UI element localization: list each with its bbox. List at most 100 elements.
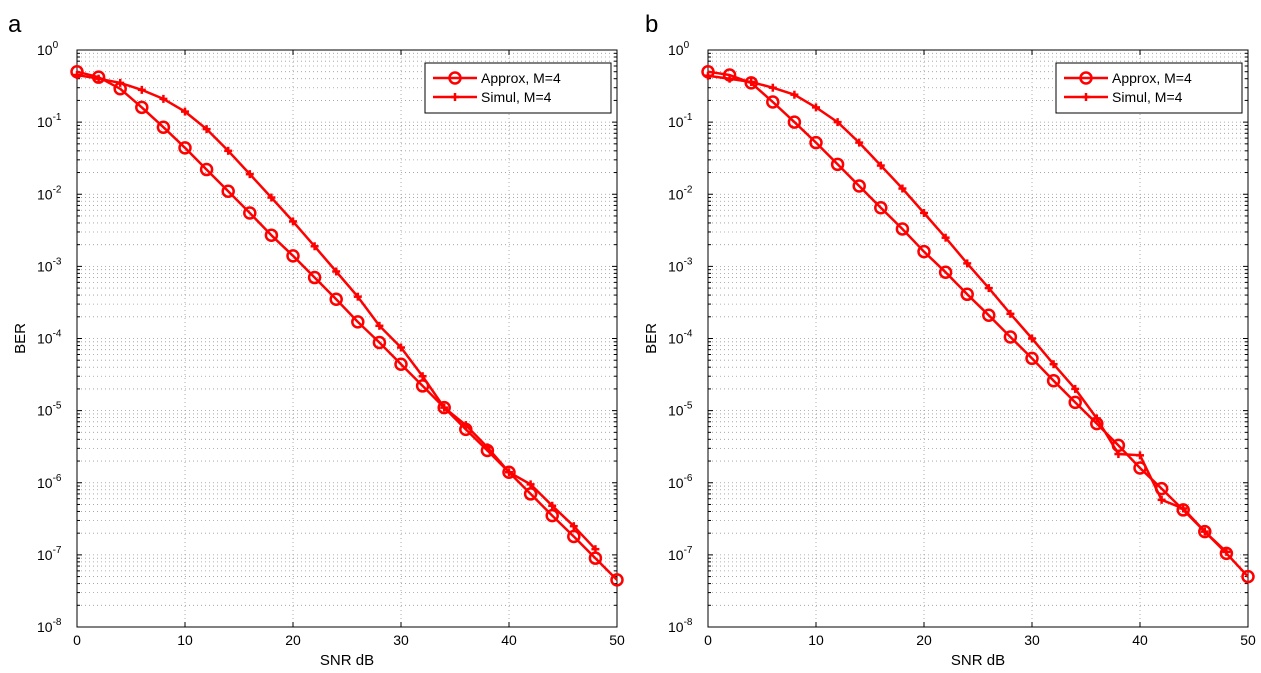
data-point-plus (591, 545, 600, 554)
y-tick-base: 10 (668, 331, 684, 347)
y-tick-base: 10 (668, 114, 684, 130)
series-plus (73, 71, 600, 554)
data-point-circle (372, 335, 387, 350)
plot-area (708, 50, 1248, 627)
data-point-plus (418, 372, 427, 381)
y-tick-exponent: -2 (684, 184, 693, 195)
data-point-plus (1222, 547, 1231, 556)
data-point-circle (809, 135, 823, 150)
data-point-plus (526, 480, 535, 489)
data-point-plus (224, 146, 233, 155)
data-point-plus (1092, 414, 1101, 423)
x-tick-label: 10 (177, 632, 193, 648)
data-point-plus (1028, 334, 1036, 343)
data-point-plus (202, 125, 211, 134)
y-tick-base: 10 (37, 258, 53, 274)
y-tick-base: 10 (37, 403, 53, 419)
data-point-plus (876, 161, 885, 170)
data-point-circle (502, 465, 516, 479)
y-tick-exponent: -1 (53, 112, 62, 123)
legend-label: Approx, M=4 (481, 70, 561, 86)
y-tick-exponent: -3 (53, 256, 62, 267)
data-point-circle (1176, 503, 1190, 517)
x-axis-label: SNR dB (320, 652, 374, 669)
data-point-plus (397, 343, 405, 352)
y-tick-base: 10 (668, 258, 684, 274)
data-point-plus (375, 321, 384, 330)
panel-letter: b (645, 11, 658, 38)
data-point-circle (1046, 373, 1061, 388)
data-point-plus (1200, 527, 1209, 536)
data-point-circle (938, 265, 953, 279)
data-point-circle (1068, 395, 1082, 410)
y-tick-base: 10 (668, 475, 684, 491)
data-point-circle (610, 573, 624, 587)
data-point-plus (963, 259, 972, 268)
y-tick-base: 10 (668, 619, 684, 635)
y-tick-label: 10-3 (37, 256, 62, 274)
y-tick-base: 10 (37, 619, 53, 635)
x-tick-label: 30 (393, 632, 409, 648)
y-tick-exponent: -4 (53, 329, 62, 340)
data-point-plus (440, 403, 449, 412)
data-point-circle (1003, 330, 1018, 344)
data-point-plus (1179, 504, 1188, 513)
y-tick-base: 10 (37, 331, 53, 347)
data-point-plus (941, 233, 950, 242)
y-tick-exponent: -6 (53, 473, 62, 484)
data-point-circle (178, 141, 192, 155)
data-point-circle (199, 162, 214, 177)
x-tick-label: 0 (73, 632, 81, 648)
data-point-circle (545, 508, 559, 523)
data-point-plus (332, 267, 341, 276)
y-tick-exponent: 0 (53, 40, 59, 51)
y-tick-label: 10-2 (668, 184, 693, 202)
y-tick-exponent: -6 (684, 473, 693, 484)
y-tick-base: 10 (668, 42, 684, 58)
plot-area (77, 50, 617, 627)
data-point-circle (1198, 524, 1212, 539)
data-point-plus (855, 138, 864, 147)
y-tick-label: 10-2 (37, 184, 62, 202)
y-axis-label: BER (643, 323, 660, 354)
data-point-plus (1082, 93, 1090, 101)
data-point-circle (135, 100, 149, 115)
data-point-circle (960, 287, 974, 302)
data-point-circle (437, 400, 451, 415)
x-tick-label: 0 (704, 632, 712, 648)
data-point-circle (917, 244, 931, 259)
legend-entry: Approx, M=4 (1064, 70, 1192, 86)
data-point-plus (1114, 450, 1123, 459)
data-point-circle (221, 184, 235, 199)
y-tick-label: 10-1 (668, 112, 693, 130)
chart-panel-b: b0 10 20 30 40 5010-810-710-610-510-410-310-2… (643, 11, 1256, 669)
y-tick-label: 10-8 (668, 617, 693, 635)
data-point-plus (451, 93, 459, 101)
series-plus (704, 71, 1231, 556)
series-circle (701, 64, 1255, 584)
data-point-plus (768, 83, 777, 92)
x-axis-label: SNR dB (951, 652, 1005, 669)
legend: Approx, M=4 Simul, M=4 (424, 62, 612, 114)
x-tick-label: 20 (285, 632, 301, 648)
y-tick-base: 10 (37, 547, 53, 563)
data-point-circle (307, 270, 322, 285)
data-point-plus (353, 292, 362, 301)
y-tick-exponent: -1 (684, 112, 693, 123)
y-tick-exponent: -4 (684, 329, 693, 340)
legend-entry: Simul, M=4 (433, 89, 552, 105)
data-point-circle (1079, 71, 1093, 85)
legend-label: Simul, M=4 (481, 89, 552, 105)
y-tick-exponent: -2 (53, 184, 62, 195)
y-tick-label: 10-3 (668, 256, 693, 274)
x-tick-label: 10 (808, 632, 824, 648)
data-point-circle (895, 222, 910, 236)
y-tick-exponent: -7 (684, 545, 693, 556)
y-tick-base: 10 (668, 547, 684, 563)
y-tick-exponent: -8 (53, 617, 62, 628)
y-tick-label: 100 (37, 40, 59, 58)
data-point-circle (286, 249, 300, 263)
y-tick-exponent: -5 (684, 401, 693, 412)
data-point-plus (159, 94, 168, 103)
data-point-plus (461, 421, 470, 430)
